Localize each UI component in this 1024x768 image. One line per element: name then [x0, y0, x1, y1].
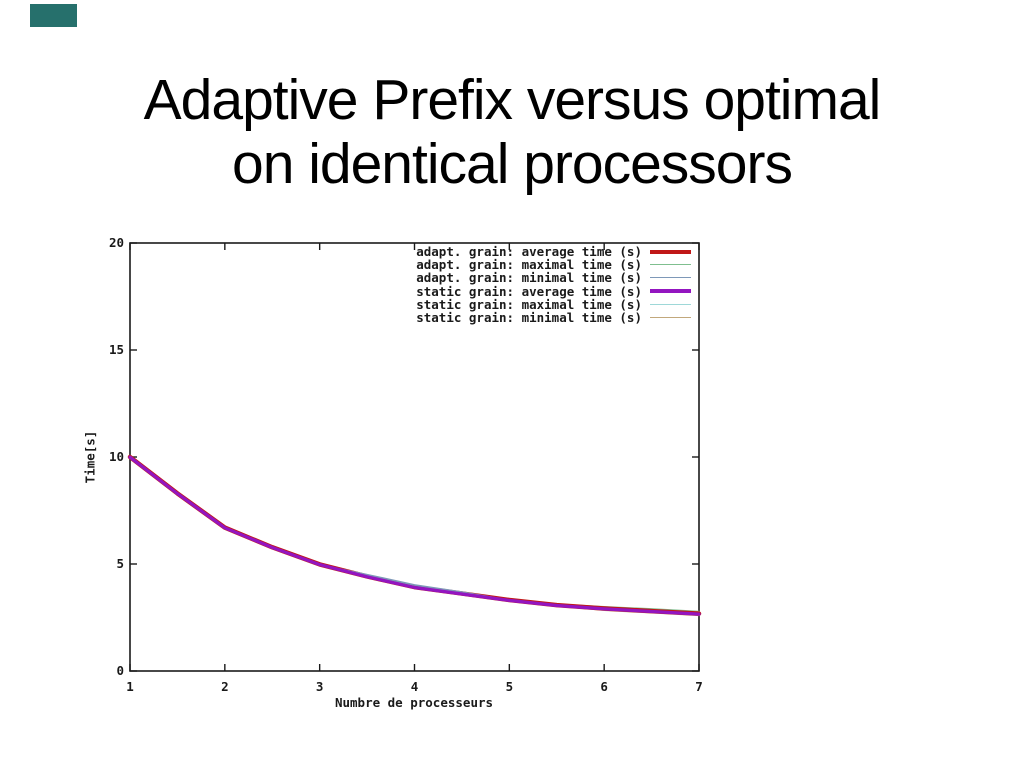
x-tick-label: 5 — [505, 679, 514, 694]
legend-label: static grain: minimal time (s) — [416, 310, 642, 325]
corner-accent-mark — [30, 4, 77, 27]
legend-line-sample — [650, 303, 691, 305]
chart-legend: adapt. grain: average time (s) adapt. gra… — [371, 244, 691, 327]
y-tick-label: 15 — [108, 342, 124, 357]
series-line-4 — [129, 455, 700, 614]
x-tick-label: 2 — [221, 679, 229, 694]
legend-label: static grain: average time (s) — [416, 283, 642, 299]
series-line-5 — [129, 456, 700, 617]
gnuplot-chart: 0 5 10 15 20 1 2 3 4 5 6 7 Time[s] Numbre de proce… — [80, 235, 740, 725]
x-tick-label: 1 — [126, 679, 134, 694]
slide-title-line2: on identical processors — [232, 132, 793, 196]
legend-label: static grain: maximal time (s) — [416, 296, 642, 312]
plot-canvas — [127, 242, 702, 672]
y-tick-label: 5 — [116, 556, 124, 571]
legend-item: adapt. grain: maximal time (s) — [416, 257, 691, 273]
x-tick-label: 4 — [410, 679, 419, 694]
slide-title-line1: Adaptive Prefix versus optimal — [143, 68, 882, 132]
legend-item: adapt. grain: minimal time (s) — [416, 270, 691, 286]
legend-item: static grain: minimal time (s) — [416, 310, 691, 325]
slide-title: Adaptive Prefix versus optimal on identi… — [0, 68, 1024, 196]
legend-line-sample — [650, 249, 691, 254]
axis-ticks — [129, 242, 700, 672]
legend-line-sample — [650, 277, 691, 279]
legend-label: adapt. grain: maximal time (s) — [416, 257, 642, 273]
y-tick-label: 0 — [116, 663, 124, 678]
legend-label: adapt. grain: average time (s) — [416, 244, 642, 259]
legend-line-sample — [650, 264, 691, 266]
legend-line-sample — [650, 317, 691, 318]
series-line-2 — [129, 456, 700, 616]
y-axis-label: Time[s] — [82, 430, 98, 484]
legend-label: adapt. grain: minimal time (s) — [416, 270, 642, 286]
x-tick-label: 6 — [600, 679, 608, 694]
legend-item: adapt. grain: average time (s) — [416, 244, 691, 259]
x-tick-label: 3 — [315, 679, 324, 694]
x-axis-label: Numbre de processeurs — [334, 695, 494, 710]
series-line-3 — [128, 455, 701, 616]
y-tick-label: 20 — [108, 235, 124, 250]
legend-line-sample — [650, 289, 691, 294]
legend-item: static grain: average time (s) — [416, 283, 691, 299]
y-tick-label: 10 — [108, 449, 124, 464]
x-tick-label: 7 — [695, 679, 703, 694]
legend-item: static grain: maximal time (s) — [416, 296, 691, 312]
series-lines — [127, 454, 702, 617]
series-line-0 — [127, 454, 702, 616]
